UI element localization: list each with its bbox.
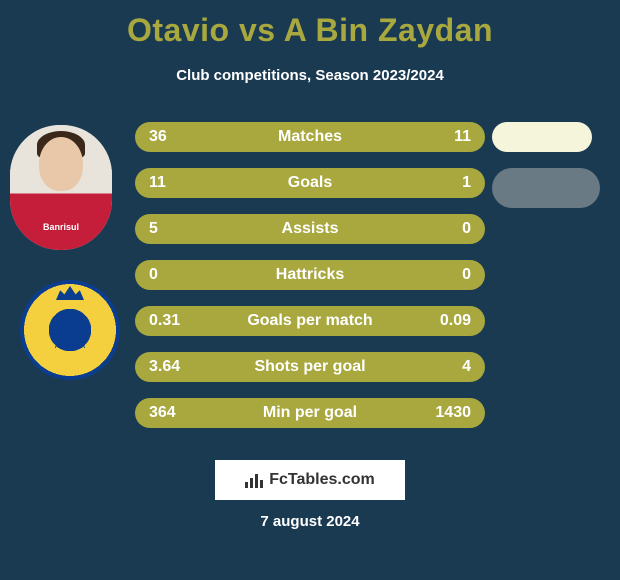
indicator-pill-1 — [492, 122, 592, 152]
stat-right-value: 4 — [462, 358, 471, 376]
fctables-text: FcTables.com — [269, 471, 375, 489]
stat-right-value: 0 — [462, 266, 471, 284]
stat-left-value: 5 — [149, 220, 158, 238]
stat-right-value: 0.09 — [440, 312, 471, 330]
stat-left-value: 11 — [149, 174, 166, 192]
page-title: Otavio vs A Bin Zaydan — [0, 0, 620, 49]
chart-bars-icon — [245, 472, 263, 488]
date-text: 7 august 2024 — [260, 513, 359, 530]
stat-row: 0.31 Goals per match 0.09 — [135, 306, 485, 336]
stat-label: Goals per match — [247, 312, 372, 330]
stat-left-value: 364 — [149, 404, 176, 422]
stat-row: 3.64 Shots per goal 4 — [135, 352, 485, 382]
fctables-logo[interactable]: FcTables.com — [215, 460, 405, 500]
jersey-sponsor: Banrisul — [43, 222, 79, 232]
subtitle: Club competitions, Season 2023/2024 — [0, 67, 620, 84]
stat-label: Shots per goal — [254, 358, 365, 376]
player-photo: Banrisul — [10, 125, 112, 250]
stats-container: 36 Matches 11 11 Goals 1 5 Assists 0 0 H… — [135, 122, 485, 444]
stat-left-value: 0 — [149, 266, 158, 284]
stat-row: 364 Min per goal 1430 — [135, 398, 485, 428]
club-name: AL NASSR — [55, 344, 86, 350]
indicator-pill-2 — [492, 168, 600, 208]
stat-label: Hattricks — [276, 266, 344, 284]
stat-label: Min per goal — [263, 404, 357, 422]
stat-right-value: 0 — [462, 220, 471, 238]
stat-label: Matches — [278, 128, 342, 146]
stat-right-value: 1 — [462, 174, 471, 192]
stat-left-value: 0.31 — [149, 312, 180, 330]
stat-label: Goals — [288, 174, 332, 192]
stat-label: Assists — [282, 220, 339, 238]
stat-left-value: 36 — [149, 128, 167, 146]
stat-right-value: 1430 — [435, 404, 471, 422]
stat-row: 0 Hattricks 0 — [135, 260, 485, 290]
stat-right-value: 11 — [454, 128, 471, 146]
club-badge: AL NASSR — [20, 280, 120, 380]
stat-left-value: 3.64 — [149, 358, 180, 376]
stat-row: 36 Matches 11 — [135, 122, 485, 152]
stat-row: 11 Goals 1 — [135, 168, 485, 198]
stat-row: 5 Assists 0 — [135, 214, 485, 244]
